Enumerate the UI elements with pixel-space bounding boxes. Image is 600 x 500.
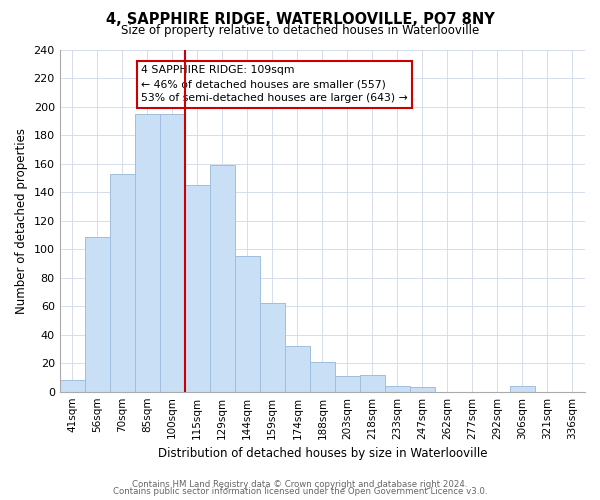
Bar (335, 376, 360, 392)
Y-axis label: Number of detached properties: Number of detached properties (15, 128, 28, 314)
Bar (385, 386, 410, 392)
Bar (135, 114, 160, 392)
Text: Contains public sector information licensed under the Open Government Licence v3: Contains public sector information licen… (113, 487, 487, 496)
Bar (85, 236, 110, 392)
X-axis label: Distribution of detached houses by size in Waterlooville: Distribution of detached houses by size … (158, 447, 487, 460)
Bar (160, 114, 185, 392)
Text: Size of property relative to detached houses in Waterlooville: Size of property relative to detached ho… (121, 24, 479, 37)
Bar (310, 362, 335, 392)
Bar (185, 185, 210, 392)
Bar (285, 346, 310, 392)
Bar (59, 380, 85, 392)
Bar (210, 166, 235, 392)
Text: 4 SAPPHIRE RIDGE: 109sqm
← 46% of detached houses are smaller (557)
53% of semi-: 4 SAPPHIRE RIDGE: 109sqm ← 46% of detach… (141, 66, 408, 104)
Text: 4, SAPPHIRE RIDGE, WATERLOOVILLE, PO7 8NY: 4, SAPPHIRE RIDGE, WATERLOOVILLE, PO7 8N… (106, 12, 494, 28)
Text: Contains HM Land Registry data © Crown copyright and database right 2024.: Contains HM Land Registry data © Crown c… (132, 480, 468, 489)
Bar (260, 304, 285, 392)
Bar (360, 374, 385, 392)
Bar (235, 256, 260, 392)
Bar (410, 388, 435, 392)
Bar (510, 386, 535, 392)
Bar (110, 174, 135, 392)
